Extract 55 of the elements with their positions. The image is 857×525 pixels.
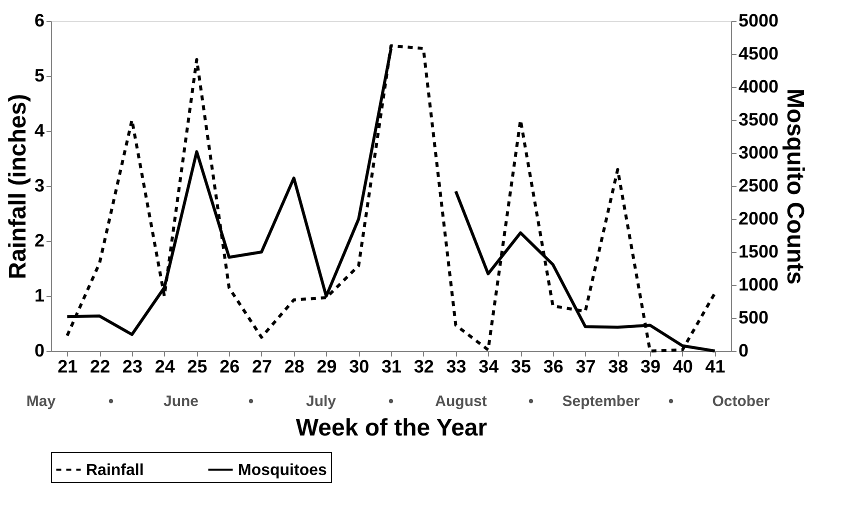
- text: •: [668, 393, 674, 410]
- x-tick-label: 31: [381, 356, 402, 376]
- legend-label: Rainfall: [86, 462, 144, 479]
- y-tick-label: 3: [34, 176, 44, 196]
- y2-tick-label: 4000: [738, 76, 779, 96]
- y-axis-title: Rainfall (inches): [4, 94, 32, 280]
- y2-tick-label: 1500: [738, 242, 779, 262]
- x-tick-label: 41: [705, 356, 726, 376]
- x-tick-label: 33: [446, 356, 466, 376]
- y-tick-label: 1: [34, 286, 44, 306]
- x-tick-label: 22: [90, 356, 110, 376]
- x-tick-label: 40: [672, 356, 693, 376]
- y-tick-label: 0: [34, 340, 44, 360]
- x-tick-label: 27: [252, 356, 272, 376]
- x-tick-label: 21: [58, 356, 78, 376]
- y2-tick-label: 500: [738, 308, 769, 328]
- x-axis-title: Week of the Year: [296, 414, 488, 442]
- text: October: [712, 393, 770, 410]
- x-tick-label: 26: [220, 356, 240, 376]
- x-tick-label: 23: [122, 356, 142, 376]
- y2-tick-label: 3500: [738, 110, 779, 130]
- y2-tick-label: 4500: [738, 44, 779, 64]
- y2-tick-label: 2500: [738, 176, 779, 196]
- legend-label: Mosquitoes: [238, 462, 327, 479]
- y2-tick-label: 1000: [738, 274, 779, 294]
- y-tick-label: 2: [34, 230, 44, 250]
- text: June: [163, 393, 199, 410]
- text: May: [26, 393, 56, 410]
- y-tick-label: 4: [34, 120, 44, 140]
- text: July: [306, 393, 337, 410]
- text: •: [108, 393, 114, 410]
- x-tick-label: 34: [478, 356, 499, 376]
- x-tick-label: 32: [414, 356, 434, 376]
- text: August: [435, 393, 487, 410]
- x-tick-label: 25: [187, 356, 208, 376]
- text: September: [562, 393, 640, 410]
- x-tick-label: 28: [284, 356, 304, 376]
- y2-axis-title: Mosquito Counts: [782, 88, 809, 284]
- x-tick-label: 39: [640, 356, 661, 376]
- x-tick-label: 24: [154, 356, 175, 376]
- y-tick-label: 5: [34, 66, 44, 86]
- y2-tick-label: 2000: [738, 208, 779, 228]
- y2-tick-label: 3000: [738, 142, 779, 162]
- x-tick-label: 35: [511, 356, 532, 376]
- text: •: [248, 393, 254, 410]
- x-tick-label: 37: [576, 356, 596, 376]
- text: •: [528, 393, 534, 410]
- x-tick-label: 30: [349, 356, 370, 376]
- x-tick-label: 38: [608, 356, 628, 376]
- x-tick-label: 29: [316, 356, 337, 376]
- y2-tick-label: 5000: [738, 10, 779, 30]
- text: •: [388, 393, 394, 410]
- y-tick-label: 6: [34, 10, 44, 30]
- y2-tick-label: 0: [738, 340, 749, 360]
- x-tick-label: 36: [543, 356, 564, 376]
